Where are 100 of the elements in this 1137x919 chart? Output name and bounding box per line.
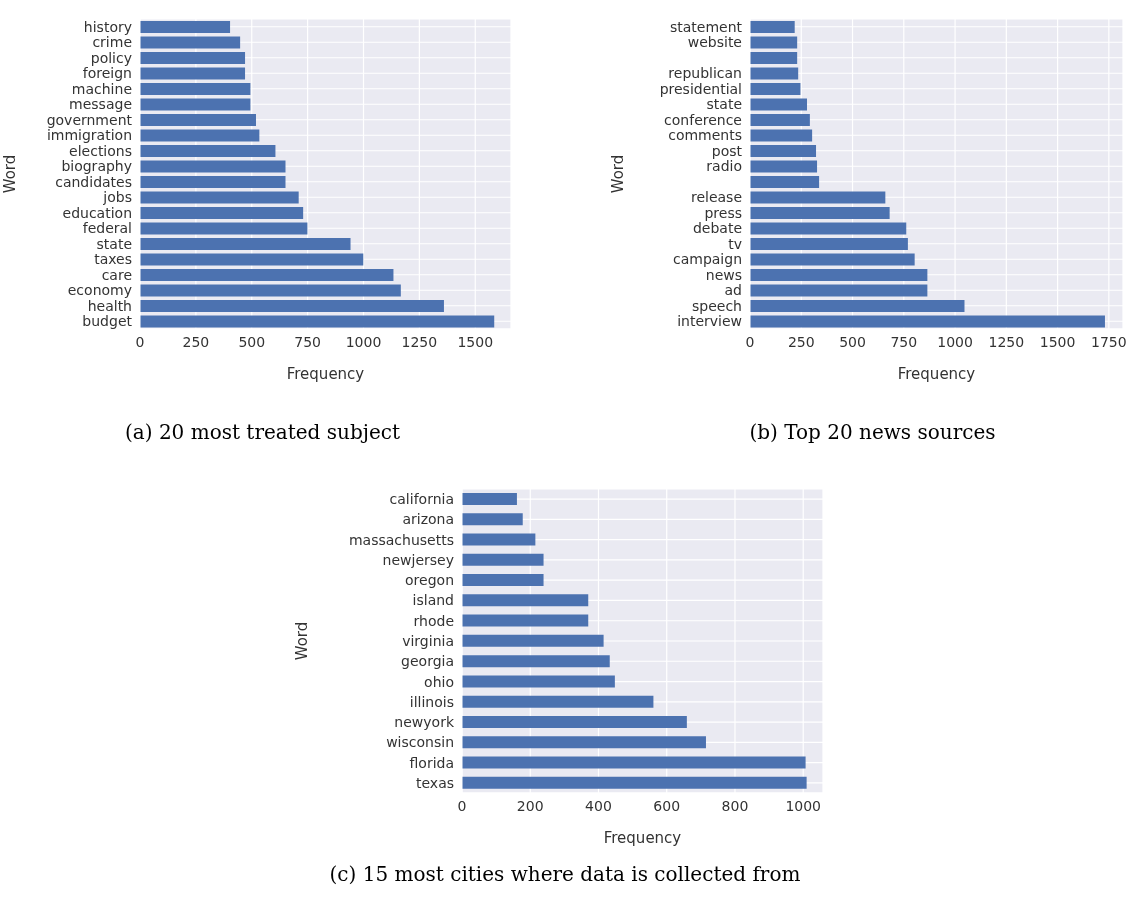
y-tick-label: history [83,18,132,35]
y-tick-label: newjersey [382,551,454,568]
y-tick-label: massachusetts [348,531,454,548]
y-tick-label: island [412,592,454,609]
y-tick-label: elections [69,142,132,159]
y-tick-label: ohio [424,673,454,690]
x-tick-label: 800 [721,797,749,814]
bar [750,129,813,142]
bar [750,269,928,281]
bar [140,191,299,204]
y-tick-label: california [389,491,454,508]
y-tick-label: release [690,189,742,206]
y-tick-label: post [711,142,743,159]
x-tick-label: 1500 [1039,333,1076,350]
y-tick-label: florida [409,754,454,771]
y-tick-label: wisconsin [386,734,454,751]
x-tick-label: 750 [294,333,321,350]
y-tick-label: economy [67,282,132,299]
x-tick-label: 0 [135,333,145,350]
bar [140,300,444,312]
x-tick-label: 250 [182,333,210,350]
y-tick-label: education [62,204,132,221]
bar [140,98,251,111]
y-tick-label: foreign [82,65,132,82]
y-axis-title: Word [1,154,20,194]
y-axis-title: Word [293,621,312,661]
bar [462,634,604,647]
bar [140,83,251,95]
bar [140,284,401,297]
bar [462,736,706,749]
y-tick-label: ad [724,282,742,299]
bar [140,207,304,219]
bar [462,715,687,728]
y-tick-label: press [704,204,742,221]
x-axis-title: Frequency [897,365,976,383]
y-tick-label: arizona [402,511,454,528]
y-tick-label: budget [82,313,133,330]
y-tick-label: jobs [102,189,132,206]
y-tick-label: republican [668,65,742,82]
x-tick-label: 1250 [988,333,1025,350]
bar [140,21,231,33]
y-tick-label: health [87,297,132,314]
y-tick-label: debate [692,220,742,237]
y-tick-label: illinois [409,693,454,710]
y-tick-label: speech [692,297,742,314]
x-tick-label: 200 [516,797,544,814]
bar [750,300,965,312]
x-tick-label: 400 [585,797,612,814]
y-tick-label: website [687,34,742,51]
text: (c) 15 most cities where data is collected from [328,862,802,886]
x-tick-label: 1000 [785,797,822,814]
x-tick-label: 1250 [401,333,438,350]
y-tick-label: federal [82,220,132,237]
bar [750,253,915,266]
bar [462,493,517,505]
bar [140,253,364,266]
y-tick-label: interview [677,313,742,330]
y-tick-label: state [96,235,132,252]
bar [462,533,536,546]
y-tick-label: policy [90,49,132,66]
bar [140,238,351,250]
y-tick-label: conference [664,111,742,128]
y-tick-label: state [706,96,742,113]
bar [462,594,589,607]
text: (b) Top 20 news sources [748,420,997,444]
y-tick-label: virginia [402,632,454,649]
bar [462,574,544,587]
bar [750,98,808,111]
bar [140,176,286,188]
y-axis-title: Word [609,154,628,194]
bar [750,52,798,64]
y-tick-label: candidates [55,173,132,190]
y-tick-label: crime [92,34,132,51]
bar [462,614,589,627]
y-tick-label: machine [71,80,132,97]
y-tick-label: news [705,266,742,283]
bar [140,67,246,80]
bar [750,83,801,95]
bar [140,269,394,281]
bar [140,129,260,142]
text: (a) 20 most treated subject [124,420,401,444]
y-tick-label: rhode [413,612,454,629]
y-tick-label: radio [706,158,742,175]
x-tick-label: 500 [238,333,266,350]
bar [140,36,241,49]
bar [462,655,610,668]
bar [750,36,798,49]
x-tick-label: 500 [839,333,866,350]
bar [750,191,886,204]
y-tick-label: texas [415,774,454,791]
x-axis-title: Frequency [603,829,682,847]
x-tick-label: 0 [457,797,467,814]
bar [140,52,246,64]
bar [750,21,795,33]
x-tick-label: 600 [653,797,681,814]
bar [750,160,818,173]
bar [140,114,256,126]
y-tick-label: taxes [94,251,132,268]
y-tick-label: campaign [672,251,742,268]
bar [750,67,799,80]
